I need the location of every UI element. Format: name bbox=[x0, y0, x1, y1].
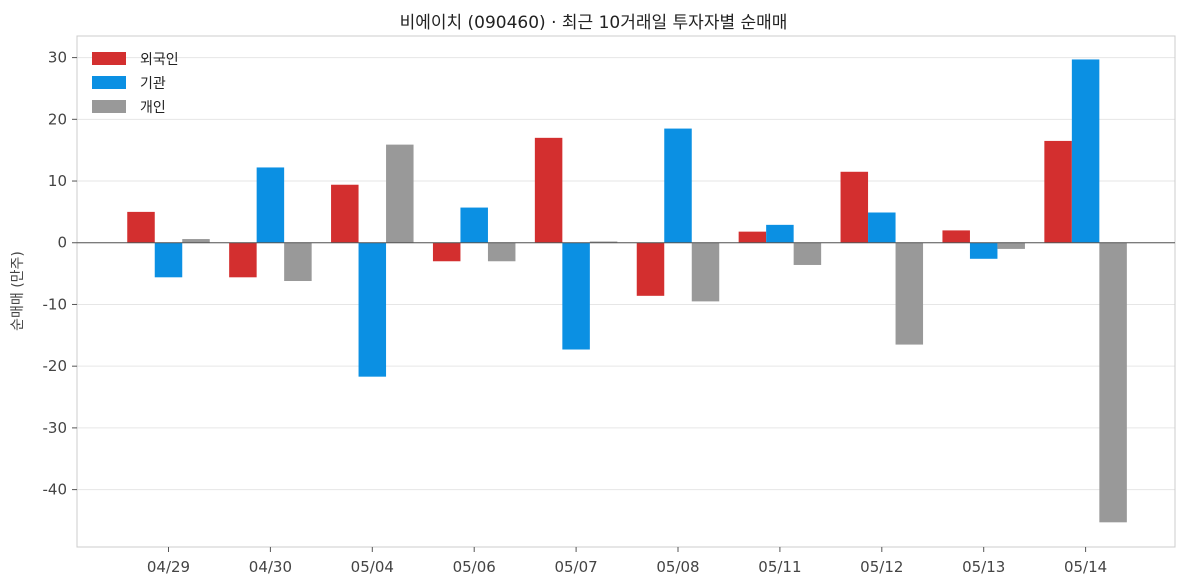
x-tick-label: 05/11 bbox=[758, 558, 801, 576]
y-tick-label: 0 bbox=[57, 234, 67, 252]
bar-institution bbox=[256, 167, 285, 243]
bar-institution bbox=[358, 242, 387, 377]
bar-institution bbox=[562, 242, 590, 350]
y-tick-label: 20 bbox=[48, 110, 67, 128]
x-tick-label: 05/14 bbox=[1064, 558, 1107, 576]
bar-individual bbox=[182, 239, 210, 243]
x-tick-label: 05/13 bbox=[962, 558, 1005, 576]
bar-institution bbox=[766, 224, 794, 243]
bar-foreign bbox=[432, 242, 461, 262]
bar-individual bbox=[691, 242, 720, 302]
y-tick-labels: 30 20 10 0 -10 -20 -30 -40 bbox=[43, 49, 77, 499]
x-tick-label: 04/29 bbox=[147, 558, 190, 576]
bar-institution bbox=[1071, 59, 1100, 243]
bar-institution bbox=[969, 242, 998, 259]
bar-individual bbox=[386, 144, 414, 243]
bar-individual bbox=[895, 242, 924, 345]
bar-individual bbox=[1099, 242, 1127, 523]
bar-institution bbox=[664, 128, 692, 243]
y-tick-label: 30 bbox=[48, 49, 67, 67]
x-tick-label: 05/08 bbox=[656, 558, 699, 576]
bar-foreign bbox=[229, 242, 257, 278]
bar-individual bbox=[487, 242, 516, 262]
bar-individual bbox=[284, 242, 312, 282]
x-tick-label: 04/30 bbox=[249, 558, 292, 576]
x-tick-label: 05/07 bbox=[554, 558, 597, 576]
bar-individual bbox=[793, 242, 822, 265]
bar-foreign bbox=[1044, 140, 1072, 243]
bar-foreign bbox=[840, 171, 869, 243]
x-tick-label: 05/04 bbox=[351, 558, 394, 576]
bars bbox=[127, 59, 1127, 523]
legend-swatch bbox=[92, 76, 126, 89]
x-tick-labels: 04/29 04/30 05/04 05/06 05/07 05/08 05/11 05/12… bbox=[147, 547, 1107, 576]
legend-swatch bbox=[92, 100, 126, 113]
legend-label: 외국인 bbox=[140, 52, 179, 68]
y-tick-label: -30 bbox=[43, 419, 68, 437]
bar-foreign bbox=[534, 137, 563, 243]
bar-institution bbox=[868, 212, 896, 243]
x-tick-label: 05/06 bbox=[453, 558, 496, 576]
legend-label: 개인 bbox=[140, 100, 166, 116]
bar-individual bbox=[997, 242, 1025, 249]
y-tick-label: -10 bbox=[43, 295, 68, 313]
y-axis-label: 순매매 (만주) bbox=[10, 251, 26, 331]
legend-swatch bbox=[92, 52, 126, 65]
y-tick-label: -20 bbox=[43, 357, 68, 375]
bar-foreign bbox=[331, 184, 359, 243]
chart-title: 비에이치 (090460) · 최근 10거래일 투자자별 순매매 bbox=[399, 13, 788, 33]
bar-institution bbox=[154, 242, 183, 278]
bar-individual bbox=[589, 241, 618, 243]
bar-institution bbox=[460, 207, 488, 243]
x-tick-label: 05/12 bbox=[860, 558, 903, 576]
bar-foreign bbox=[738, 231, 767, 243]
y-tick-label: -40 bbox=[43, 481, 68, 499]
y-tick-label: 10 bbox=[48, 172, 67, 190]
bar-foreign bbox=[127, 211, 155, 243]
bar-foreign bbox=[942, 230, 970, 243]
legend-label: 기관 bbox=[140, 76, 166, 92]
plot-frame bbox=[76, 35, 1176, 548]
bar-foreign bbox=[636, 242, 665, 296]
